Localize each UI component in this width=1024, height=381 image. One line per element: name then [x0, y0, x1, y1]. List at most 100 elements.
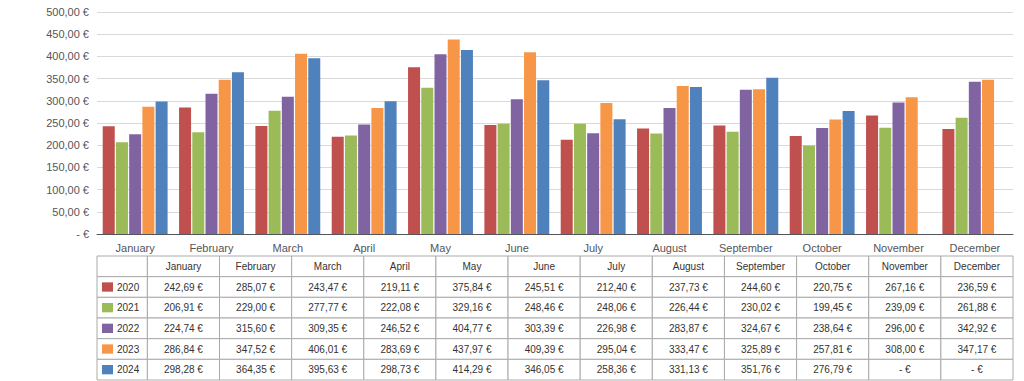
svg-text:December: December	[949, 242, 1000, 254]
svg-text:200,00 €: 200,00 €	[46, 139, 89, 151]
svg-text:February: February	[189, 242, 234, 254]
svg-text:April: April	[390, 261, 410, 272]
svg-text:308,00 €: 308,00 €	[885, 344, 924, 355]
svg-text:220,75 €: 220,75 €	[813, 282, 852, 293]
svg-text:450,00 €: 450,00 €	[46, 28, 89, 40]
svg-text:409,39 €: 409,39 €	[525, 344, 564, 355]
svg-text:244,60 €: 244,60 €	[741, 282, 780, 293]
svg-text:283,69 €: 283,69 €	[380, 344, 419, 355]
svg-text:276,79 €: 276,79 €	[813, 364, 852, 375]
svg-text:414,29 €: 414,29 €	[453, 364, 492, 375]
svg-text:September: September	[719, 242, 773, 254]
svg-text:309,35 €: 309,35 €	[308, 323, 347, 334]
svg-text:364,35 €: 364,35 €	[236, 364, 275, 375]
svg-text:300,00 €: 300,00 €	[46, 95, 89, 107]
svg-text:298,28 €: 298,28 €	[164, 364, 203, 375]
svg-text:229,00 €: 229,00 €	[236, 302, 275, 313]
svg-text:- €: - €	[899, 364, 911, 375]
svg-text:222,08 €: 222,08 €	[380, 302, 419, 313]
svg-text:March: March	[314, 261, 342, 272]
svg-text:350,00 €: 350,00 €	[46, 73, 89, 85]
svg-text:248,46 €: 248,46 €	[525, 302, 564, 313]
svg-text:226,44 €: 226,44 €	[669, 302, 708, 313]
svg-text:199,45 €: 199,45 €	[813, 302, 852, 313]
svg-text:100,00 €: 100,00 €	[46, 184, 89, 196]
svg-text:January: January	[116, 242, 156, 254]
svg-text:50,00 €: 50,00 €	[52, 206, 89, 218]
svg-text:2021: 2021	[117, 302, 140, 313]
svg-text:245,51 €: 245,51 €	[525, 282, 564, 293]
svg-text:- €: - €	[76, 228, 89, 240]
svg-text:October: October	[803, 242, 842, 254]
svg-text:267,16 €: 267,16 €	[885, 282, 924, 293]
svg-text:- €: - €	[971, 364, 983, 375]
svg-text:November: November	[873, 242, 924, 254]
svg-text:285,07 €: 285,07 €	[236, 282, 275, 293]
svg-text:286,84 €: 286,84 €	[164, 344, 203, 355]
svg-text:230,02 €: 230,02 €	[741, 302, 780, 313]
svg-text:224,74 €: 224,74 €	[164, 323, 203, 334]
svg-text:248,06 €: 248,06 €	[597, 302, 636, 313]
svg-text:March: March	[273, 242, 304, 254]
svg-text:303,39 €: 303,39 €	[525, 323, 564, 334]
svg-text:August: August	[652, 242, 686, 254]
svg-text:150,00 €: 150,00 €	[46, 161, 89, 173]
svg-text:404,77 €: 404,77 €	[453, 323, 492, 334]
svg-text:246,52 €: 246,52 €	[380, 323, 419, 334]
svg-text:September: September	[736, 261, 786, 272]
svg-text:250,00 €: 250,00 €	[46, 117, 89, 129]
svg-text:333,47 €: 333,47 €	[669, 344, 708, 355]
svg-text:239,09 €: 239,09 €	[885, 302, 924, 313]
svg-text:298,73 €: 298,73 €	[380, 364, 419, 375]
svg-text:2020: 2020	[117, 282, 140, 293]
svg-text:375,84 €: 375,84 €	[453, 282, 492, 293]
svg-text:242,69 €: 242,69 €	[164, 282, 203, 293]
svg-text:243,47 €: 243,47 €	[308, 282, 347, 293]
svg-text:351,76 €: 351,76 €	[741, 364, 780, 375]
svg-text:237,73 €: 237,73 €	[669, 282, 708, 293]
svg-text:347,52 €: 347,52 €	[236, 344, 275, 355]
svg-text:500,00 €: 500,00 €	[46, 6, 89, 18]
svg-text:July: July	[583, 242, 603, 254]
svg-text:December: December	[954, 261, 1001, 272]
svg-text:October: October	[815, 261, 851, 272]
svg-text:212,40 €: 212,40 €	[597, 282, 636, 293]
svg-text:295,04 €: 295,04 €	[597, 344, 636, 355]
svg-text:June: June	[533, 261, 555, 272]
svg-text:325,89 €: 325,89 €	[741, 344, 780, 355]
svg-text:315,60 €: 315,60 €	[236, 323, 275, 334]
svg-text:437,97 €: 437,97 €	[453, 344, 492, 355]
svg-text:2022: 2022	[117, 323, 140, 334]
svg-text:2024: 2024	[117, 364, 140, 375]
svg-text:236,59 €: 236,59 €	[957, 282, 996, 293]
svg-text:April: April	[353, 242, 375, 254]
svg-text:283,87 €: 283,87 €	[669, 323, 708, 334]
svg-text:November: November	[882, 261, 929, 272]
svg-text:400,00 €: 400,00 €	[46, 50, 89, 62]
svg-text:395,63 €: 395,63 €	[308, 364, 347, 375]
svg-text:2023: 2023	[117, 344, 140, 355]
svg-text:296,00 €: 296,00 €	[885, 323, 924, 334]
svg-text:324,67 €: 324,67 €	[741, 323, 780, 334]
svg-text:277,77 €: 277,77 €	[308, 302, 347, 313]
svg-text:261,88 €: 261,88 €	[957, 302, 996, 313]
svg-text:257,81 €: 257,81 €	[813, 344, 852, 355]
svg-text:June: June	[505, 242, 529, 254]
svg-text:342,92 €: 342,92 €	[957, 323, 996, 334]
svg-text:July: July	[607, 261, 625, 272]
svg-text:238,64 €: 238,64 €	[813, 323, 852, 334]
svg-text:May: May	[463, 261, 482, 272]
svg-text:February: February	[236, 261, 276, 272]
svg-text:329,16 €: 329,16 €	[453, 302, 492, 313]
svg-text:May: May	[430, 242, 451, 254]
svg-text:258,36 €: 258,36 €	[597, 364, 636, 375]
svg-text:August: August	[673, 261, 704, 272]
svg-text:331,13 €: 331,13 €	[669, 364, 708, 375]
svg-text:January: January	[166, 261, 202, 272]
svg-text:219,11 €: 219,11 €	[381, 282, 420, 293]
svg-text:347,17 €: 347,17 €	[957, 344, 996, 355]
svg-text:206,91 €: 206,91 €	[164, 302, 203, 313]
svg-text:346,05 €: 346,05 €	[525, 364, 564, 375]
svg-text:226,98 €: 226,98 €	[597, 323, 636, 334]
svg-text:406,01 €: 406,01 €	[308, 344, 347, 355]
